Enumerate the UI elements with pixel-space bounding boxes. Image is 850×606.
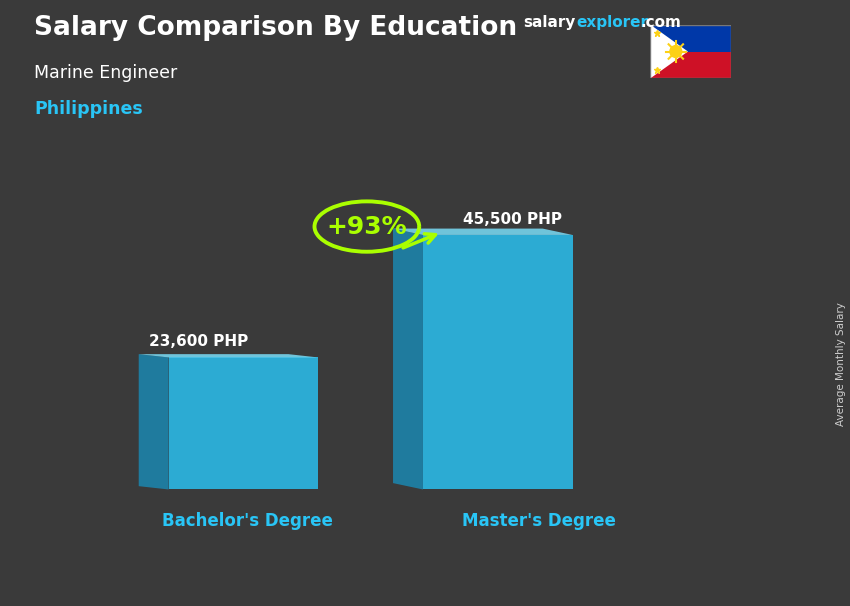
- Text: Bachelor's Degree: Bachelor's Degree: [162, 512, 332, 530]
- Polygon shape: [139, 354, 168, 490]
- Polygon shape: [393, 228, 573, 235]
- Text: Average Monthly Salary: Average Monthly Salary: [836, 302, 846, 425]
- Text: Marine Engineer: Marine Engineer: [34, 64, 178, 82]
- Bar: [650, 25, 731, 52]
- Polygon shape: [423, 235, 573, 490]
- Polygon shape: [393, 228, 423, 490]
- Text: salary: salary: [523, 15, 575, 30]
- Text: Master's Degree: Master's Degree: [462, 512, 616, 530]
- Polygon shape: [650, 25, 688, 78]
- Text: Philippines: Philippines: [34, 100, 143, 118]
- Circle shape: [670, 45, 682, 58]
- Text: Salary Comparison By Education: Salary Comparison By Education: [34, 15, 517, 41]
- Polygon shape: [168, 358, 318, 490]
- Text: .com: .com: [640, 15, 681, 30]
- Text: 23,600 PHP: 23,600 PHP: [149, 334, 248, 349]
- Polygon shape: [139, 354, 318, 358]
- Bar: [650, 52, 731, 78]
- Text: +93%: +93%: [326, 215, 407, 239]
- Text: 45,500 PHP: 45,500 PHP: [463, 211, 562, 227]
- Text: explorer: explorer: [576, 15, 649, 30]
